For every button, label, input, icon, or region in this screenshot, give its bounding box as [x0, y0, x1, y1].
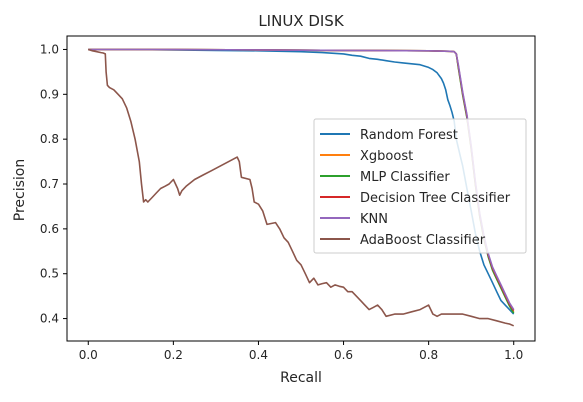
- x-axis-label: Recall: [280, 370, 322, 386]
- legend-label: AdaBoost Classifier: [360, 233, 486, 248]
- x-tick-label: 0.2: [164, 348, 183, 362]
- y-tick-label: 0.5: [40, 267, 59, 281]
- y-tick-label: 0.7: [40, 177, 59, 191]
- y-tick-label: 0.4: [40, 312, 59, 326]
- legend-label: Xgboost: [360, 149, 413, 164]
- y-axis-ticks: 0.4 0.5 0.6 0.7 0.8 0.9 1.0: [40, 42, 67, 326]
- x-tick-label: 0.6: [334, 348, 353, 362]
- chart-title: LINUX DISK: [258, 12, 345, 30]
- x-tick-label: 1.0: [504, 348, 523, 362]
- series-line-random-forest: [88, 48, 515, 315]
- x-tick-label: 0.4: [249, 348, 268, 362]
- legend-label: Decision Tree Classifier: [360, 191, 511, 206]
- legend-items: Random Forest Xgboost MLP Classifier Decisi…: [320, 128, 511, 248]
- y-tick-label: 0.6: [40, 222, 59, 236]
- series-line-adaboost-classifier: [88, 48, 515, 327]
- y-tick-label: 0.8: [40, 132, 59, 146]
- x-tick-label: 0.0: [79, 348, 98, 362]
- axes-frame: [66, 35, 536, 342]
- y-tick-label: 0.9: [40, 87, 59, 101]
- legend-label: Random Forest: [360, 128, 458, 143]
- y-tick-label: 1.0: [40, 42, 59, 56]
- legend-box: [313, 118, 527, 254]
- legend: Random Forest Xgboost MLP Classifier Decisi…: [313, 118, 527, 254]
- x-tick-label: 0.8: [419, 348, 438, 362]
- x-axis-ticks: 0.0 0.2 0.4 0.6 0.8 1.0: [79, 341, 523, 362]
- legend-label: MLP Classifier: [360, 170, 450, 185]
- legend-label: KNN: [360, 212, 388, 227]
- y-axis-label: Precision: [12, 159, 28, 221]
